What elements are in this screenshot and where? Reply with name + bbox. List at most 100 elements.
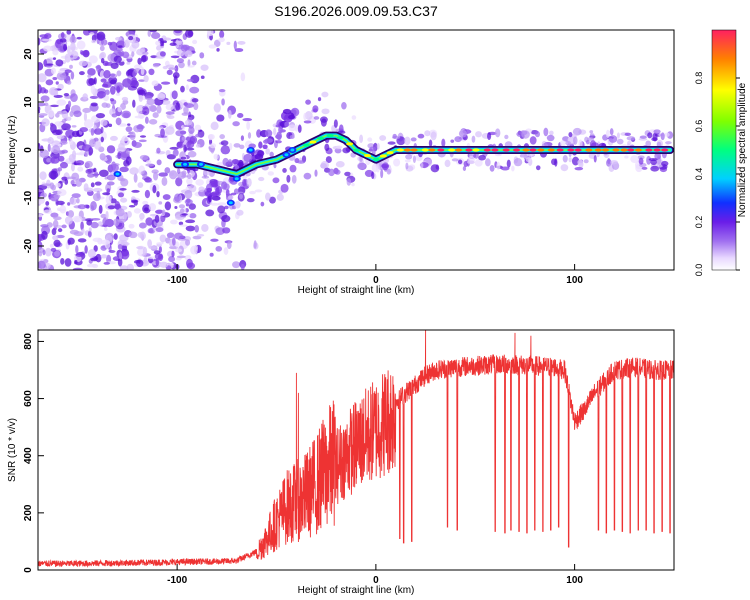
noise-blob	[117, 244, 123, 250]
noise-blob	[78, 60, 88, 67]
noise-blob	[71, 193, 81, 199]
track-scatter	[289, 164, 297, 173]
noise-blob	[80, 221, 84, 231]
noise-blob	[94, 140, 101, 150]
noise-blob	[133, 142, 142, 149]
noise-blob	[90, 200, 97, 211]
noise-blob	[190, 74, 200, 84]
strong-blob-core	[234, 177, 239, 181]
noise-blob	[100, 119, 108, 126]
noise-blob	[92, 187, 103, 193]
noise-blob	[91, 39, 96, 44]
noise-blob	[210, 121, 219, 131]
noise-blob	[147, 239, 152, 248]
track-scatter	[650, 159, 657, 166]
noise-blob	[45, 79, 54, 86]
track-peak	[537, 148, 545, 152]
noise-blob	[53, 239, 61, 247]
track-peak	[364, 153, 372, 158]
track-peak	[634, 148, 642, 152]
noise-blob	[56, 110, 66, 115]
noise-blob	[166, 69, 173, 76]
trail-blob	[257, 150, 265, 157]
noise-blob	[115, 36, 122, 41]
track-scatter	[258, 176, 265, 182]
noise-blob	[61, 149, 68, 154]
noise-blob	[52, 49, 59, 56]
noise-blob	[138, 94, 143, 102]
track-peak	[620, 148, 628, 152]
track-peak	[317, 136, 325, 140]
noise-blob	[38, 62, 44, 71]
noise-blob	[109, 175, 116, 180]
noise-blob	[121, 51, 130, 59]
track-scatter	[184, 189, 193, 199]
noise-blob	[116, 70, 122, 77]
noise-blob	[240, 72, 246, 82]
track-scatter	[305, 99, 311, 105]
track-scatter	[183, 144, 187, 153]
track-peak	[653, 148, 661, 152]
noise-blob	[109, 61, 113, 65]
track-scatter	[410, 137, 417, 142]
noise-blob	[67, 202, 71, 206]
spectrogram-ytick-label: -20	[23, 238, 34, 253]
track-scatter	[335, 160, 345, 168]
track-scatter	[280, 183, 289, 193]
track-peak	[483, 148, 491, 152]
track-peak	[627, 148, 635, 152]
track-scatter	[312, 105, 319, 113]
noise-blob	[54, 250, 60, 257]
noise-blob	[192, 39, 198, 45]
noise-blob	[233, 40, 237, 50]
track-scatter	[188, 184, 197, 193]
noise-blob	[99, 70, 105, 79]
noise-blob	[96, 190, 101, 199]
noise-blob	[108, 250, 116, 253]
noise-blob	[169, 146, 179, 150]
noise-blob	[52, 219, 59, 228]
track-peak	[512, 148, 520, 152]
noise-blob	[53, 194, 61, 199]
track-scatter	[430, 164, 440, 173]
noise-blob	[63, 43, 68, 51]
noise-blob	[55, 81, 59, 85]
trail-blob	[264, 138, 274, 143]
track-scatter	[637, 155, 645, 160]
track-scatter	[535, 165, 541, 171]
spectrogram-xtick-label: 0	[373, 275, 379, 286]
noise-blob	[90, 218, 101, 221]
noise-blob	[118, 251, 123, 260]
noise-blob	[48, 170, 59, 180]
noise-blob	[137, 232, 144, 238]
noise-blob	[89, 32, 95, 36]
noise-blob	[151, 32, 161, 39]
noise-blob	[110, 198, 117, 204]
track-scatter	[578, 160, 584, 169]
noise-blob	[160, 45, 165, 49]
track-scatter	[180, 156, 187, 160]
track-scatter	[303, 112, 307, 121]
track-scatter	[630, 155, 639, 164]
noise-blob	[187, 59, 191, 67]
track-scatter	[342, 147, 351, 154]
noise-blob	[200, 75, 205, 80]
track-scatter	[543, 127, 549, 137]
snr-line	[38, 330, 674, 568]
noise-blob	[166, 232, 175, 239]
noise-blob	[239, 144, 245, 150]
track-scatter	[593, 155, 597, 163]
track-scatter	[325, 156, 332, 164]
noise-blob	[179, 224, 188, 227]
noise-blob	[107, 41, 113, 46]
track-scatter	[246, 198, 255, 203]
noise-blob	[108, 123, 113, 128]
noise-blob	[87, 68, 96, 76]
noise-blob	[50, 122, 54, 127]
track-scatter	[303, 120, 312, 124]
track-peak	[352, 148, 360, 152]
noise-blob	[167, 115, 175, 120]
noise-blob	[142, 170, 148, 179]
noise-blob	[234, 48, 244, 53]
